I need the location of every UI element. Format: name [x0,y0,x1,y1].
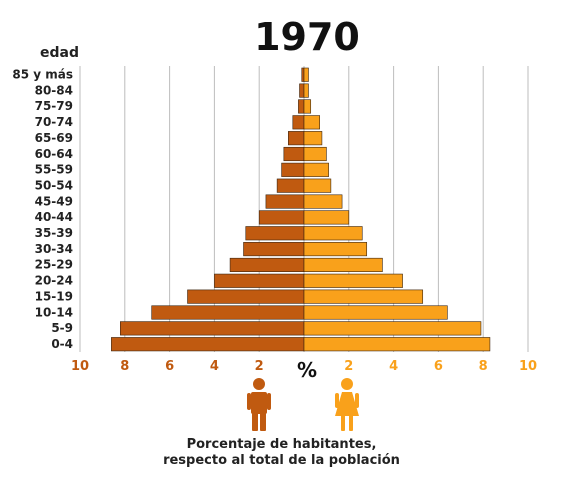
bar-male [151,305,305,320]
bar-male [214,273,305,288]
x-tick-label: 4 [389,359,398,374]
x-tick-label: 10 [71,359,89,374]
caption-line-2: respecto al total de la población [163,453,400,468]
bar-male [258,210,305,225]
category-label: 30-34 [35,242,73,256]
bar-female [303,162,329,177]
category-label: 20-24 [35,274,73,288]
bar-female [303,194,343,209]
x-tick-label: 2 [255,359,264,374]
bar-male [243,242,305,257]
category-label: 0-4 [51,337,73,351]
chart-title: 1970 [254,15,360,59]
bar-female [303,273,403,288]
bar-male [276,178,305,193]
grid-lines [79,66,529,352]
category-label: 85 y más [12,68,73,82]
bar-female [303,83,309,98]
male-person-icon [247,378,271,431]
x-tick-label: 6 [165,359,174,374]
y-axis-label: edad [40,45,79,61]
bar-male [281,162,305,177]
caption-line-1: Porcentaje de habitantes, [186,437,377,452]
bar-female [303,178,332,193]
category-label: 60-64 [35,147,73,161]
bar-male [299,83,305,98]
bar-male [298,99,305,114]
category-label: 10-14 [35,305,73,319]
bar-male [120,321,305,336]
x-tick-labels: 10 8 6 4 2 2 4 6 8 10 [71,359,537,374]
bar-female [303,257,383,273]
x-tick-label: 8 [479,359,488,374]
x-axis-label: % [297,358,317,382]
bar-female [303,115,320,130]
bar-male [187,289,305,304]
bar-female [303,242,368,257]
bar-female [303,226,363,241]
bars-group [111,67,491,352]
bar-female [303,321,482,336]
female-person-icon [335,378,359,431]
bar-male [245,226,305,241]
x-tick-label: 2 [344,359,353,374]
category-label: 5-9 [51,321,73,335]
category-label: 50-54 [35,178,73,192]
x-tick-label: 10 [519,359,537,374]
x-tick-label: 4 [210,359,219,374]
x-tick-label: 8 [120,359,129,374]
bar-female [303,210,350,225]
bar-female [303,146,327,162]
category-label: 80-84 [35,83,73,97]
category-label: 15-19 [35,289,73,303]
category-label: 75-79 [35,99,73,113]
category-label: 35-39 [35,226,73,240]
bar-male [301,67,305,82]
bar-male [288,131,305,146]
bar-male [229,257,305,273]
category-label: 40-44 [35,210,73,224]
bar-female [303,305,448,320]
bar-male [283,146,305,162]
category-label: 45-49 [35,194,73,208]
category-label: 55-59 [35,163,73,177]
bar-male [265,194,305,209]
chart-caption: Porcentaje de habitantes, respecto al to… [0,437,563,469]
bar-female [303,131,323,146]
bar-male [292,115,305,130]
bar-female [303,99,312,114]
x-tick-label: 6 [434,359,443,374]
bar-female [303,67,309,82]
bar-female [303,337,491,352]
category-label: 25-29 [35,258,73,272]
category-label: 65-69 [35,131,73,145]
bar-male [111,337,305,352]
category-label: 70-74 [35,115,73,129]
bar-female [303,289,424,304]
